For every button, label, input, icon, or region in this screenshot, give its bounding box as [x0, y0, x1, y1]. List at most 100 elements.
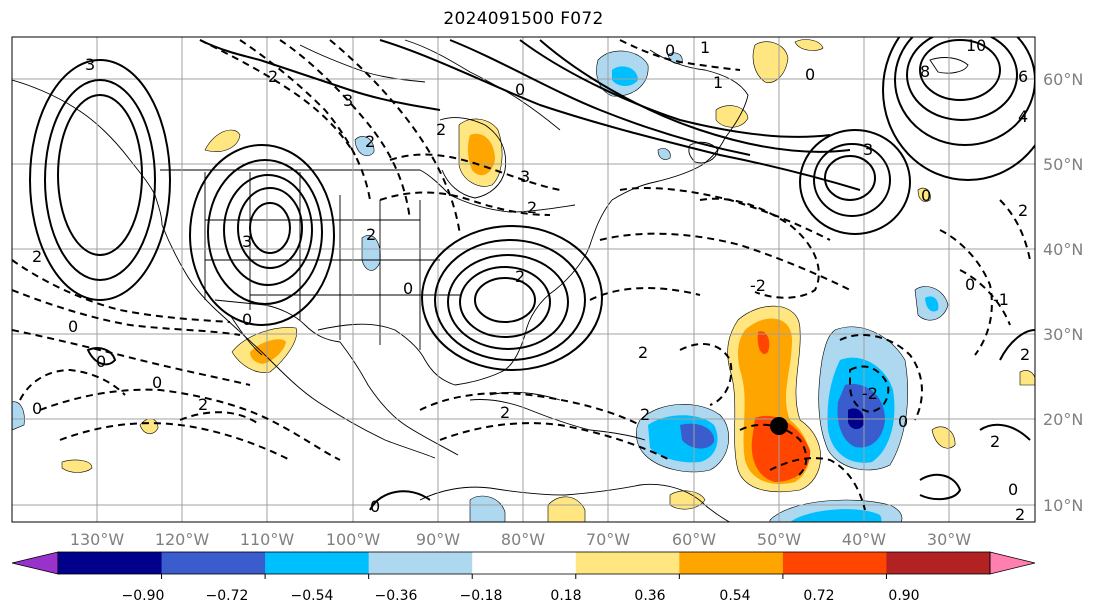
- border-us-mexico: [214, 299, 341, 343]
- lon-tick-label: 120°W: [155, 530, 210, 549]
- contour-label: 0: [242, 310, 252, 329]
- dash-22: [959, 269, 1011, 326]
- contour-label: 3: [863, 140, 873, 159]
- contour-jet-3: [449, 39, 751, 156]
- contour-east-2: [459, 266, 551, 338]
- coast-caribbean: [469, 399, 646, 441]
- contour-west-2: [237, 187, 303, 269]
- dash-6: [19, 368, 126, 401]
- contour-label: 0: [665, 41, 675, 60]
- contour-bottom-4: [999, 329, 1035, 361]
- dash-7: [199, 39, 356, 156]
- contour-pacific-1: [57, 94, 143, 256]
- longitude-labels: 130°W 120°W 110°W 100°W 90°W 80°W 70°W 6…: [70, 530, 971, 549]
- contour-label: 0: [96, 352, 106, 371]
- contour-label: 0: [921, 186, 931, 205]
- dash-11: [389, 153, 561, 191]
- shade-spot-11: [1019, 370, 1035, 386]
- dash-28: [179, 411, 261, 426]
- storm-marker: [770, 417, 788, 435]
- contour-label: 2: [527, 198, 537, 217]
- colorbar-tick-label: −0.90: [122, 588, 165, 604]
- contour-west-5: [189, 144, 335, 326]
- contour-label: 0: [403, 279, 413, 298]
- shade-cold-1-core: [612, 66, 638, 86]
- contour-label: 0: [965, 275, 975, 294]
- contour-east-4: [434, 239, 586, 361]
- contour-label: 10: [966, 36, 986, 55]
- contour-ne-2: [813, 143, 891, 217]
- contour-jet-2: [539, 39, 851, 153]
- contour-label: 2: [1018, 201, 1028, 220]
- lon-tick-label: 80°W: [501, 530, 545, 549]
- dash-3: [12, 329, 251, 386]
- contour-ne-4: [919, 39, 1001, 101]
- shade-atlantic-red: [751, 415, 811, 482]
- lat-tick-label: 60°N: [1043, 70, 1083, 89]
- coast-arctic: [299, 44, 426, 83]
- coast-florida: [454, 199, 613, 386]
- colorbar-tick-label: −0.72: [206, 588, 249, 604]
- contour-east-3: [447, 254, 569, 350]
- contour-west-1: [249, 202, 291, 254]
- shade-gulf-orange: [250, 339, 286, 364]
- shade-cold-2: [354, 136, 375, 156]
- lon-tick-label: 70°W: [586, 530, 630, 549]
- coastlines: [12, 39, 969, 522]
- contour-label: 3: [85, 55, 95, 74]
- dashed-contours: [12, 39, 1031, 511]
- contour-bottom-1: [369, 490, 431, 511]
- dash-27: [739, 423, 808, 479]
- shade-spot-8: [547, 496, 586, 522]
- shade-caribbean-blue: [680, 423, 715, 449]
- colorbar-tick-label: −0.36: [375, 588, 418, 604]
- dash-17: [589, 287, 701, 301]
- colorbar-segment: [58, 552, 163, 574]
- colorbar-segment: [575, 552, 680, 574]
- lat-tick-label: 50°N: [1043, 155, 1083, 174]
- shade-spot-5: [794, 39, 824, 51]
- contour-label: 1: [713, 73, 723, 92]
- shade-cold-4-core: [925, 296, 939, 312]
- contour-label: 2: [365, 132, 375, 151]
- contour-label: 3: [242, 232, 252, 251]
- dash-2: [12, 289, 241, 336]
- dash-25: [769, 457, 866, 511]
- contour-label: 0: [515, 80, 525, 99]
- contour-label: 4: [1018, 107, 1028, 126]
- contour-label: 0: [370, 497, 380, 516]
- contour-label: 8: [920, 62, 930, 81]
- contour-jet-1: [519, 39, 831, 138]
- coast-gulf: [317, 323, 456, 386]
- contour-label: 6: [1018, 67, 1028, 86]
- shade-spot-6: [715, 105, 749, 128]
- colorbar-tick-label: −0.18: [460, 588, 503, 604]
- colorbar-extend-min: [11, 551, 59, 575]
- dash-5: [59, 422, 291, 461]
- shade-spot-1: [204, 129, 241, 152]
- shade-hudson-core: [467, 133, 495, 176]
- dash-14: [439, 422, 671, 461]
- contour-label: 2: [990, 432, 1000, 451]
- contour-label: 3: [343, 91, 353, 110]
- contour-label: 2: [198, 395, 208, 414]
- colorbar-tick-label: 0.72: [803, 588, 834, 604]
- colorbar-tick-label: 0.54: [719, 588, 750, 604]
- contour-labels: 3 2 2 3 2 3 0 1 1 0 10 8 6 4 3 3 0 2 2 2…: [32, 36, 1030, 524]
- contour-ne-5: [906, 37, 1018, 121]
- lon-tick-label: 30°W: [927, 530, 971, 549]
- coast-newfoundland: [688, 141, 719, 164]
- shade-cold-6: [469, 495, 506, 522]
- dash-13: [419, 392, 641, 426]
- contour-bottom-2: [919, 473, 962, 501]
- contour-label: 2: [436, 120, 446, 139]
- dash-10: [329, 39, 461, 236]
- lon-tick-label: 40°W: [842, 530, 886, 549]
- contour-label: 0: [1008, 480, 1018, 499]
- lat-tick-label: 10°N: [1043, 496, 1083, 515]
- dash-16: [599, 232, 851, 291]
- dash-24: [619, 39, 741, 71]
- lat-tick-label: 30°N: [1043, 325, 1083, 344]
- shade-cold-8: [657, 148, 671, 160]
- lon-tick-label: 90°W: [416, 530, 460, 549]
